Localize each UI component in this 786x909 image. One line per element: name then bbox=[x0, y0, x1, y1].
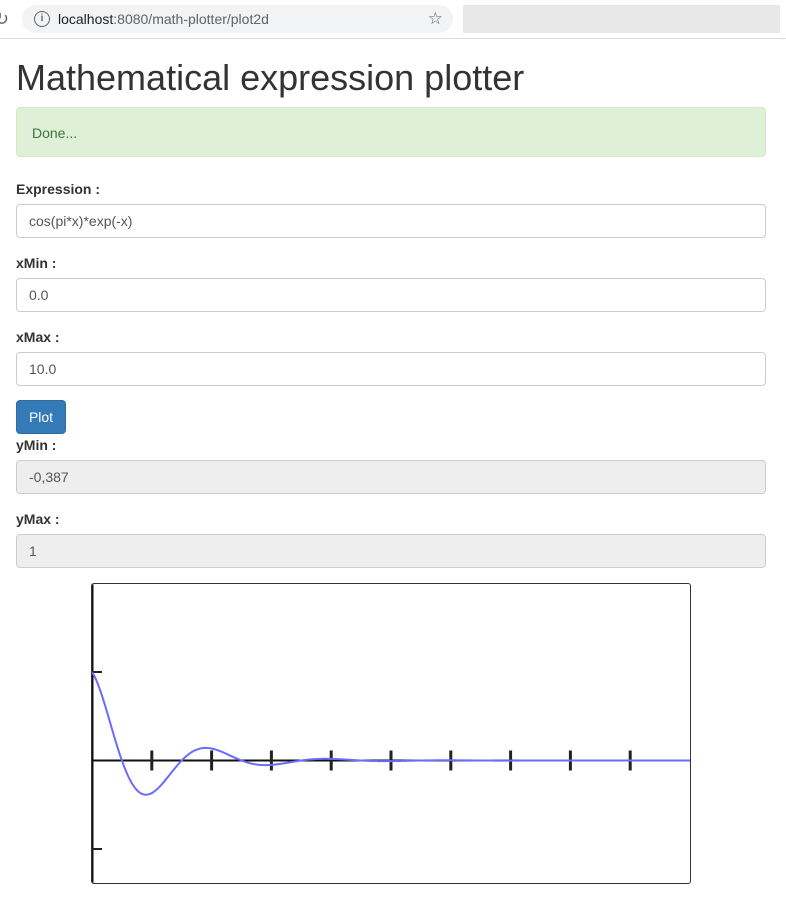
xmin-label: xMin : bbox=[16, 255, 57, 271]
expression-label: Expression : bbox=[16, 181, 101, 197]
page-title: Mathematical expression plotter bbox=[16, 57, 525, 98]
ymax-field bbox=[16, 534, 766, 568]
plot-button[interactable]: Plot bbox=[16, 400, 66, 434]
xmax-label: xMax : bbox=[16, 329, 60, 345]
reload-icon[interactable]: ↻ bbox=[0, 9, 10, 29]
expression-input[interactable] bbox=[16, 204, 766, 238]
ymin-label: yMin : bbox=[16, 437, 57, 453]
xmin-input[interactable] bbox=[16, 278, 766, 312]
url-path: :8080/math-plotter/plot2d bbox=[113, 11, 269, 27]
ymin-field bbox=[16, 460, 766, 494]
function-curve bbox=[92, 671, 690, 796]
url-text[interactable]: localhost:8080/math-plotter/plot2d bbox=[58, 11, 269, 27]
url-host: localhost bbox=[58, 11, 114, 27]
xmax-input[interactable] bbox=[16, 352, 766, 386]
extension-area bbox=[463, 5, 780, 33]
status-alert: Done... bbox=[16, 107, 766, 157]
info-icon[interactable]: i bbox=[34, 11, 50, 27]
browser-toolbar: ↻ i localhost:8080/math-plotter/plot2d ☆ bbox=[0, 0, 786, 39]
address-bar[interactable]: i localhost:8080/math-plotter/plot2d ☆ bbox=[22, 5, 453, 33]
bookmark-star-icon[interactable]: ☆ bbox=[427, 9, 443, 28]
plot-svg bbox=[92, 584, 690, 883]
ymax-label: yMax : bbox=[16, 511, 60, 527]
plot-canvas bbox=[91, 583, 691, 884]
